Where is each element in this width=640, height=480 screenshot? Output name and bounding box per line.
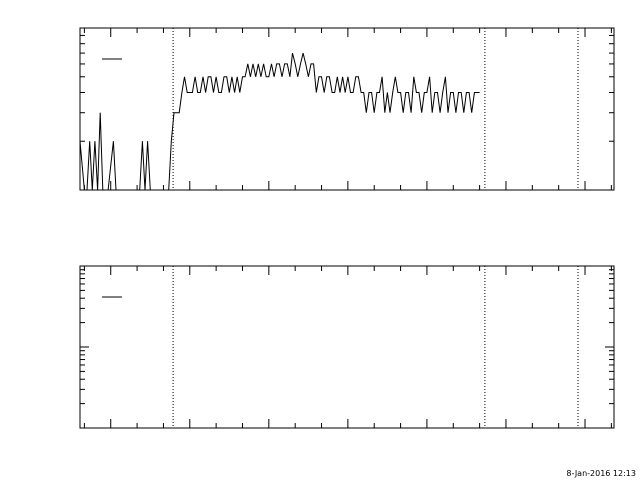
plot-frame [79, 265, 615, 429]
plot-frame [79, 27, 615, 191]
panel-lo [79, 27, 615, 191]
panel-hi [79, 265, 615, 429]
footer-timestamp: 8-Jan-2016 12:13 [566, 469, 636, 478]
series-line-0 [79, 52, 480, 191]
